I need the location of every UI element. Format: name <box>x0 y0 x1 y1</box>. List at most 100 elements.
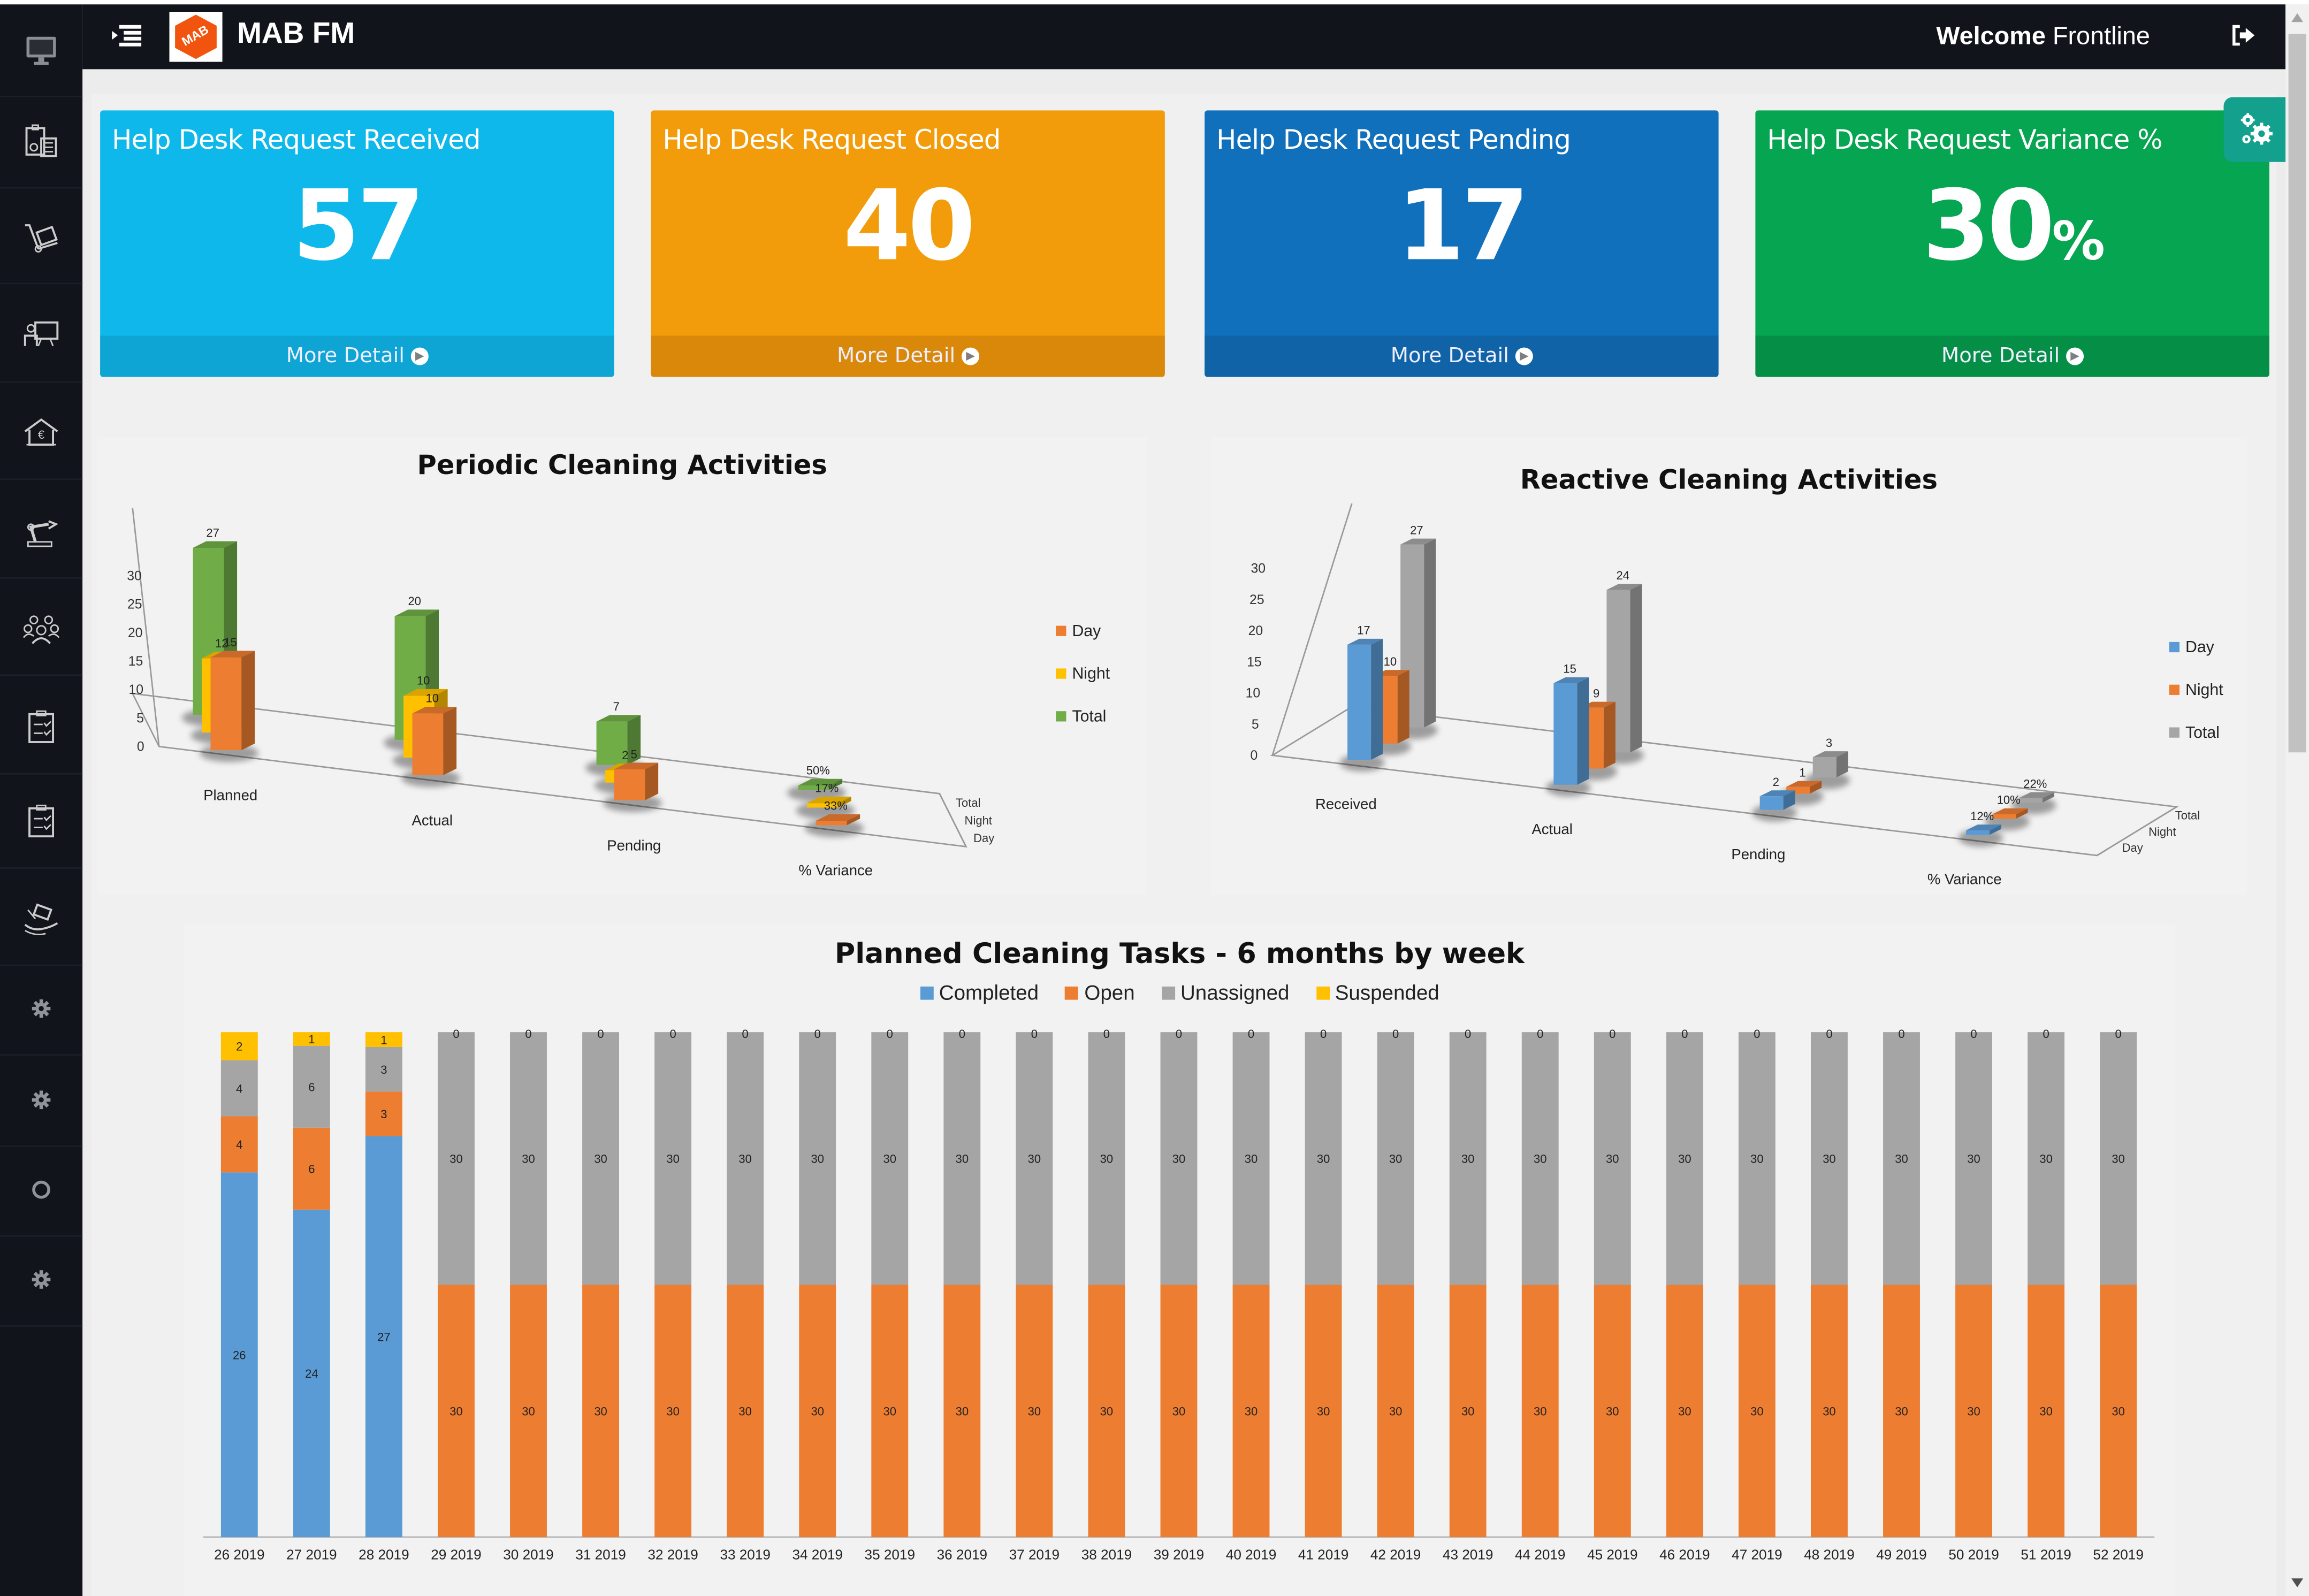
sidebar-item-9[interactable] <box>0 776 83 869</box>
legend-item-open: Open <box>1065 981 1135 1004</box>
x-tick-label: 36 2019 <box>937 1546 987 1562</box>
welcome-message: Welcome Frontline <box>1936 22 2150 51</box>
sidebar-item-10[interactable] <box>0 873 83 966</box>
x-tick-label: 27 2019 <box>286 1546 337 1562</box>
segment-value-label: 30 <box>2039 1152 2052 1165</box>
bar-day-planned <box>200 651 258 762</box>
sidebar-item-3[interactable] <box>0 192 83 285</box>
menu-toggle-icon[interactable] <box>112 24 142 47</box>
logout-icon[interactable] <box>2230 22 2257 49</box>
segment-value-label: 30 <box>1317 1404 1330 1418</box>
segment-value-label: 1 <box>308 1033 315 1046</box>
periodic-chart-title: Periodic Cleaning Activities <box>417 450 827 482</box>
more-detail-link[interactable]: More Detail <box>1755 335 2269 377</box>
more-detail-link[interactable]: More Detail <box>1205 335 1719 377</box>
people-group-icon <box>22 615 60 644</box>
bar-segment-unassigned <box>438 1032 475 1285</box>
arrow-circle-right-icon <box>961 347 979 365</box>
bar-value-label: 15 <box>1563 662 1576 676</box>
sidebar-item-5[interactable]: € <box>0 387 83 480</box>
robotic-arm-icon <box>27 520 58 547</box>
scroll-down-arrow[interactable] <box>2291 1578 2304 1587</box>
legend-swatch <box>1056 668 1066 679</box>
sidebar-item-13[interactable] <box>0 1144 83 1237</box>
sidebar-item-11[interactable] <box>0 963 83 1056</box>
bar-segment-unassigned <box>871 1032 909 1285</box>
bar-segment-open <box>1594 1285 1631 1538</box>
segment-value-label: 0 <box>669 1027 676 1041</box>
category-label: Actual <box>411 812 452 828</box>
x-tick-label: 30 2019 <box>503 1546 553 1562</box>
company-logo[interactable]: MAB <box>169 12 223 62</box>
bar-segment-suspended <box>293 1032 330 1046</box>
sidebar: € <box>0 4 83 1596</box>
segment-value-label: 0 <box>1754 1027 1760 1041</box>
segment-value-label: 30 <box>594 1152 607 1165</box>
segment-value-label: 30 <box>811 1152 824 1165</box>
sidebar-item-2[interactable] <box>0 96 83 189</box>
bar-value-label: 50% <box>806 764 830 777</box>
legend-label: Night <box>1072 665 1110 683</box>
gear-icon <box>32 999 51 1018</box>
bar-segment-unassigned <box>1088 1032 1125 1285</box>
segment-value-label: 30 <box>1100 1404 1113 1418</box>
x-tick-label: 52 2019 <box>2093 1546 2143 1562</box>
sidebar-item-6[interactable] <box>0 486 83 579</box>
bar-value-label: 22% <box>2023 777 2047 790</box>
bar-value-label: 17% <box>815 782 839 795</box>
reactive-chart-title: Reactive Cleaning Activities <box>1520 465 1938 497</box>
bar-segment-open <box>1666 1285 1703 1538</box>
segment-value-label: 0 <box>1609 1027 1615 1041</box>
more-detail-link[interactable]: More Detail <box>651 335 1165 377</box>
segment-value-label: 0 <box>1176 1027 1182 1041</box>
bar-segment-open <box>1305 1285 1342 1538</box>
settings-cog-button[interactable] <box>2223 97 2289 162</box>
bar-value-label: 20 <box>408 594 421 608</box>
bar-segment-unassigned <box>1666 1032 1703 1285</box>
segment-value-label: 0 <box>742 1027 749 1041</box>
category-label: Planned <box>203 787 257 804</box>
legend-swatch <box>1056 711 1066 722</box>
bar-day-variance <box>805 814 864 837</box>
bar-value-label: 12 <box>215 637 228 650</box>
depth-axis-label: Day <box>2122 841 2143 854</box>
x-tick-label: 29 2019 <box>431 1546 481 1562</box>
legend-label: Unassigned <box>1180 980 1290 1004</box>
kpi-number: 17 <box>1397 169 1529 283</box>
more-detail-label: More Detail <box>1390 344 1509 368</box>
bar-segment-open <box>1521 1285 1559 1538</box>
planned-cleaning-chart: 26 4 4 2 26 2019 24 6 6 1 27 2019 27 3 3 1 28 2019 30 30… <box>203 1027 2155 1562</box>
page-scrollbar[interactable] <box>2285 4 2309 1596</box>
x-tick-label: 38 2019 <box>1081 1546 1132 1562</box>
bar-value-label: 24 <box>1616 569 1629 582</box>
segment-value-label: 30 <box>1823 1152 1835 1165</box>
sidebar-item-1[interactable] <box>0 4 83 97</box>
x-tick-label: 50 2019 <box>1948 1546 1999 1562</box>
kpi-title: Help Desk Request Received <box>112 125 481 156</box>
sidebar-item-14[interactable] <box>0 1234 83 1327</box>
more-detail-label: More Detail <box>1941 344 2060 368</box>
bar-segment-open <box>1160 1285 1198 1538</box>
legend-label: Total <box>2185 724 2220 742</box>
x-tick-label: 51 2019 <box>2021 1546 2071 1562</box>
legend-swatch <box>2169 642 2180 653</box>
sidebar-item-7[interactable] <box>0 583 83 676</box>
scroll-up-arrow[interactable] <box>2291 13 2304 22</box>
reactive-cleaning-chart: 0 5 10 15 20 25 30 Day Night Total Received Actual P… <box>1246 503 2223 888</box>
y-axis-line <box>1271 503 1353 756</box>
segment-value-label: 30 <box>1028 1404 1041 1418</box>
sidebar-item-4[interactable] <box>0 290 83 383</box>
checklist-clipboard-icon <box>28 804 54 838</box>
kpi-card-3: Help Desk Request Pending 17 More Detail <box>1205 110 1719 377</box>
segment-value-label: 0 <box>2043 1027 2049 1041</box>
more-detail-link[interactable]: More Detail <box>100 335 614 377</box>
y-tick-label: 5 <box>1252 717 1259 732</box>
bar-value-label: 10 <box>1384 655 1397 668</box>
arrow-circle-right-icon <box>2066 347 2084 365</box>
sidebar-item-8[interactable] <box>0 682 83 775</box>
segment-value-label: 26 <box>233 1348 246 1362</box>
sidebar-item-12[interactable] <box>0 1054 83 1147</box>
scroll-thumb[interactable] <box>2288 34 2306 753</box>
segment-value-label: 3 <box>380 1063 387 1076</box>
bar-segment-completed <box>365 1136 402 1538</box>
